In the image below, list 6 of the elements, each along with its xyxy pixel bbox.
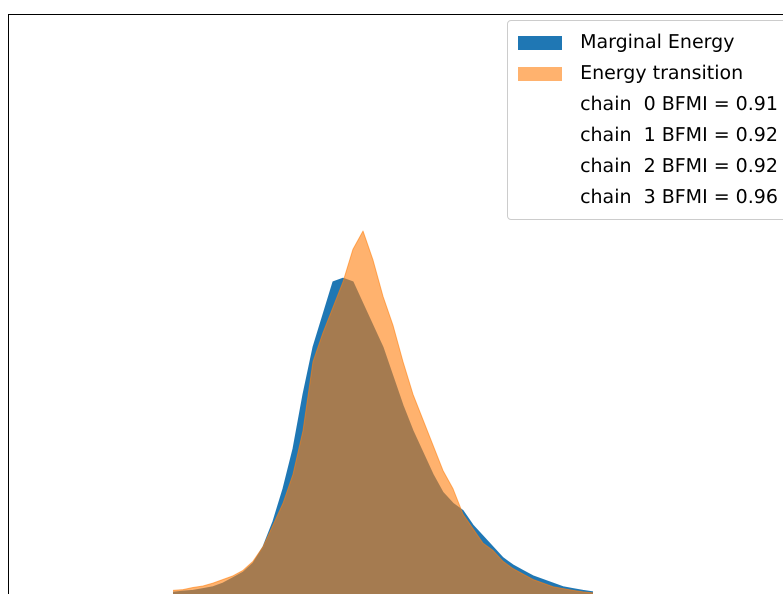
legend-label: Marginal Energy: [580, 30, 734, 55]
text: chain 2 BFMI = 0.92: [579, 154, 778, 179]
text: chain 3 BFMI = 0.96: [579, 185, 778, 210]
legend-label: Energy transition: [580, 61, 744, 86]
text: chain 1 BFMI = 0.92: [579, 123, 778, 148]
text: chain 0 BFMI = 0.91: [579, 92, 778, 117]
